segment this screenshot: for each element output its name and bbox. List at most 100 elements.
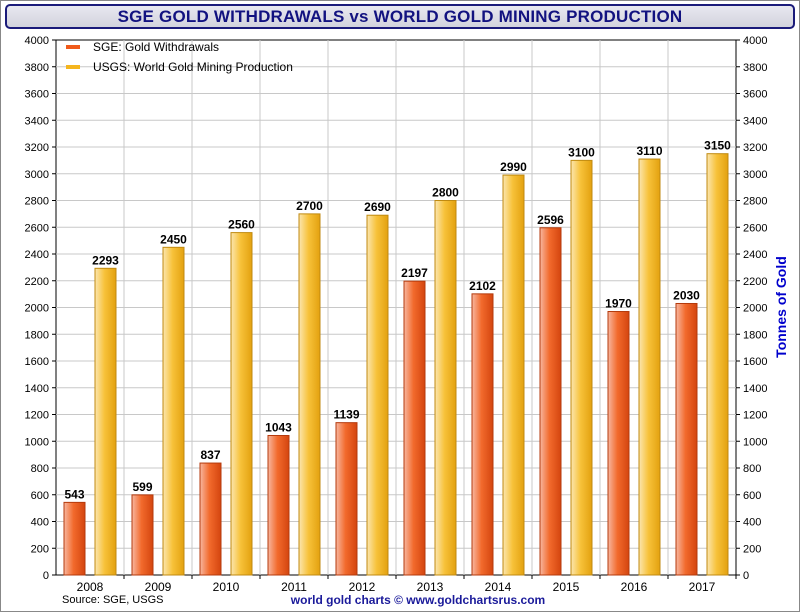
y-tick-label-right: 4000 xyxy=(743,35,767,47)
data-label-sge-2012: 1139 xyxy=(333,408,359,422)
chart-title-box: SGE GOLD WITHDRAWALS vs WORLD GOLD MININ… xyxy=(5,4,795,29)
y-tick-label-left: 2000 xyxy=(25,303,49,315)
y-tick-label-left: 2800 xyxy=(25,196,49,208)
data-label-sge-2014: 2102 xyxy=(469,279,496,293)
y-tick-label-right: 3000 xyxy=(743,169,767,181)
y-tick-label-right: 400 xyxy=(743,517,761,529)
bar-usgs-2015 xyxy=(570,159,593,576)
x-tick-label: 2010 xyxy=(213,580,240,594)
bar-usgs-2012 xyxy=(366,214,389,576)
y-tick-label-right: 2400 xyxy=(743,249,767,261)
bar-usgs-2016 xyxy=(638,158,661,576)
bar-sge-2008 xyxy=(63,501,86,576)
y-axis-label-right: Tonnes of Gold xyxy=(773,256,789,358)
data-label-usgs-2008: 2293 xyxy=(92,253,119,267)
bar-usgs-2008 xyxy=(94,267,117,576)
chart-title: SGE GOLD WITHDRAWALS vs WORLD GOLD MININ… xyxy=(117,7,683,26)
bar-usgs-2011 xyxy=(298,213,321,576)
data-label-sge-2010: 837 xyxy=(200,448,220,462)
y-tick-label-right: 800 xyxy=(743,463,761,475)
bar-sge-2009 xyxy=(131,494,154,576)
data-label-usgs-2016: 3110 xyxy=(636,144,662,158)
x-tick-label: 2009 xyxy=(145,580,172,594)
y-tick-label-left: 400 xyxy=(31,517,49,529)
y-tick-label-left: 1000 xyxy=(25,436,49,448)
bar-sge-2010 xyxy=(199,462,222,576)
y-tick-label-right: 1400 xyxy=(743,383,767,395)
y-tick-label-right: 2200 xyxy=(743,276,767,288)
bar-sge-2017 xyxy=(675,302,698,576)
legend-swatch-usgs xyxy=(66,65,80,69)
y-tick-label-right: 1200 xyxy=(743,410,767,422)
y-tick-label-right: 1000 xyxy=(743,436,767,448)
legend-label-usgs: USGS: World Gold Mining Production xyxy=(93,60,293,74)
y-tick-label-right: 3200 xyxy=(743,142,767,154)
legend-swatch-sge xyxy=(66,45,80,49)
y-tick-label-right: 600 xyxy=(743,490,761,502)
bar-usgs-2013 xyxy=(434,200,457,576)
data-label-usgs-2014: 2990 xyxy=(500,160,527,174)
data-label-sge-2016: 1970 xyxy=(605,297,632,311)
y-tick-label-left: 2400 xyxy=(25,249,49,261)
y-tick-label-left: 4000 xyxy=(25,35,49,47)
x-tick-label: 2014 xyxy=(485,580,512,594)
y-tick-label-left: 1600 xyxy=(25,356,49,368)
x-tick-label: 2011 xyxy=(281,580,307,594)
grid-layer xyxy=(56,40,736,575)
data-label-usgs-2010: 2560 xyxy=(228,218,255,232)
bar-sge-2011 xyxy=(267,434,290,576)
data-labels-layer: 543 2293 599 2450 837 2560 1043 2700 1139 2690 219… xyxy=(64,139,731,502)
x-tick-label: 2016 xyxy=(621,580,648,594)
y-tick-label-left: 1400 xyxy=(25,383,49,395)
y-tick-label-left: 3400 xyxy=(25,115,49,127)
y-tick-label-left: 1800 xyxy=(25,329,49,341)
y-tick-label-right: 0 xyxy=(743,570,749,582)
bar-usgs-2009 xyxy=(162,246,185,576)
source-note: Source: SGE, USGS xyxy=(62,594,163,606)
y-tick-label-right: 2000 xyxy=(743,303,767,315)
data-label-usgs-2015: 3100 xyxy=(568,145,595,159)
y-tick-label-left: 2600 xyxy=(25,222,49,234)
bar-usgs-2017 xyxy=(706,153,729,576)
y-tick-label-left: 3000 xyxy=(25,169,49,181)
bar-sge-2016 xyxy=(607,311,630,576)
bar-sge-2013 xyxy=(403,280,426,576)
y-tick-label-left: 800 xyxy=(31,463,49,475)
data-label-sge-2008: 543 xyxy=(64,487,84,501)
y-tick-label-right: 2600 xyxy=(743,222,767,234)
data-label-usgs-2017: 3150 xyxy=(704,139,731,153)
y-tick-label-right: 2800 xyxy=(743,196,767,208)
bar-usgs-2010 xyxy=(230,232,253,576)
x-tick-label: 2013 xyxy=(417,580,444,594)
bar-usgs-2014 xyxy=(502,174,525,576)
y-tick-label-right: 200 xyxy=(743,543,761,555)
x-tick-label: 2008 xyxy=(77,580,104,594)
y-tick-label-left: 0 xyxy=(43,570,49,582)
data-label-sge-2011: 1043 xyxy=(265,420,292,434)
data-label-sge-2013: 2197 xyxy=(401,266,428,280)
y-tick-label-left: 2200 xyxy=(25,276,49,288)
axes-layer: 0 0 200 200 400 400 600 600 800 800 1000 1000 1200 12… xyxy=(25,35,768,594)
x-tick-label: 2015 xyxy=(553,580,580,594)
data-label-usgs-2012: 2690 xyxy=(364,200,391,214)
y-tick-label-left: 600 xyxy=(31,490,49,502)
y-tick-label-right: 3600 xyxy=(743,89,767,101)
data-label-usgs-2011: 2700 xyxy=(296,199,323,213)
data-label-sge-2015: 2596 xyxy=(537,213,564,227)
y-tick-label-right: 1800 xyxy=(743,329,767,341)
bar-sge-2015 xyxy=(539,227,562,576)
y-tick-label-right: 1600 xyxy=(743,356,767,368)
data-label-sge-2009: 599 xyxy=(132,480,152,494)
y-tick-label-left: 3600 xyxy=(25,89,49,101)
bars-layer xyxy=(63,153,729,576)
bar-sge-2014 xyxy=(471,293,494,576)
credit-line: world gold charts © www.goldchartsrus.co… xyxy=(290,593,545,607)
legend-label-sge: SGE: Gold Withdrawals xyxy=(93,40,219,54)
data-label-usgs-2013: 2800 xyxy=(432,186,459,200)
y-tick-label-right: 3800 xyxy=(743,62,767,74)
bar-sge-2012 xyxy=(335,422,358,576)
y-tick-label-left: 3200 xyxy=(25,142,49,154)
y-tick-label-left: 3800 xyxy=(25,62,49,74)
data-label-sge-2017: 2030 xyxy=(673,288,700,302)
